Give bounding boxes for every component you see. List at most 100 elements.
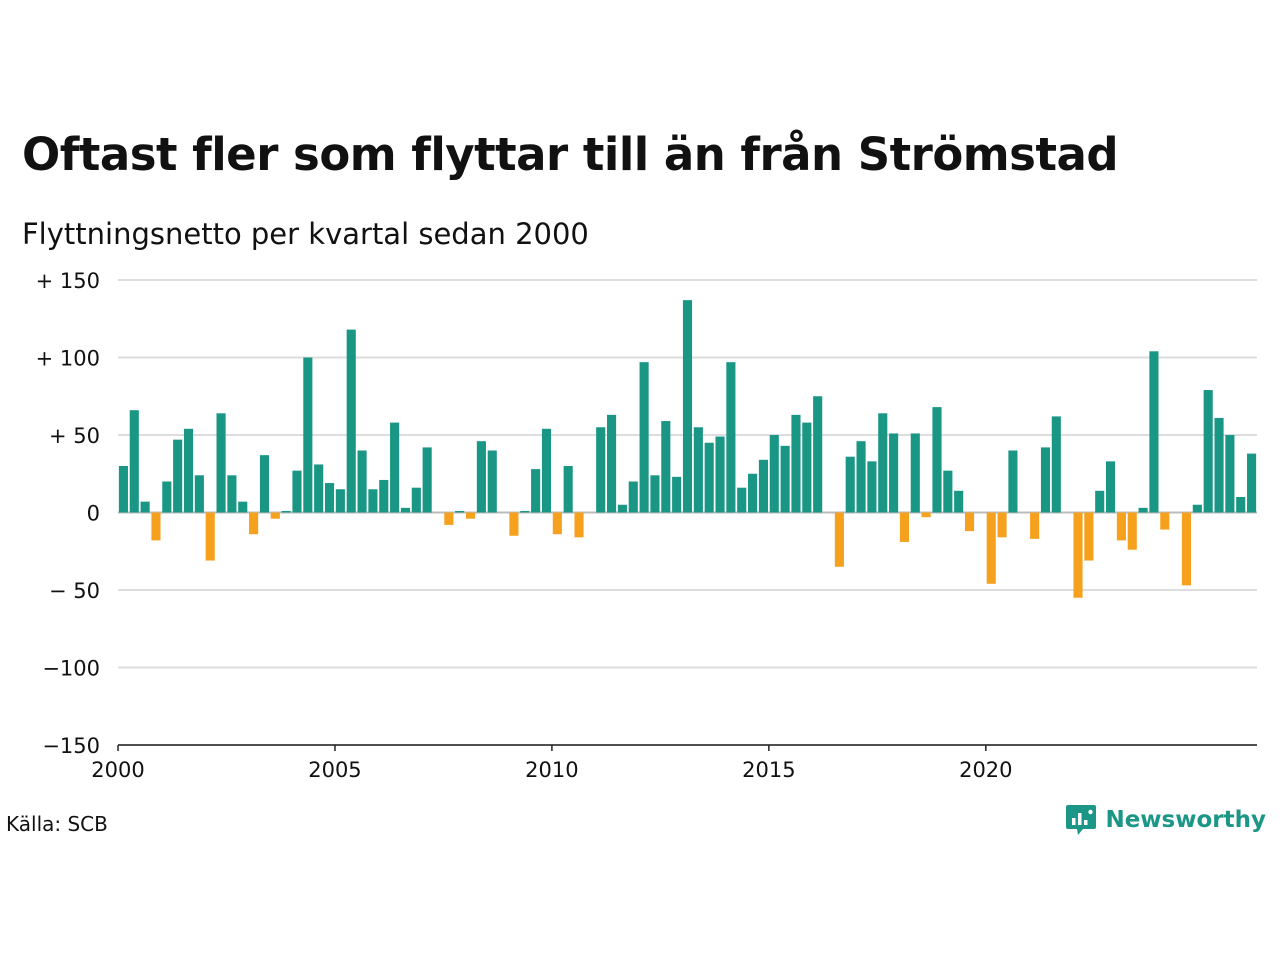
- y-tick-label: 0: [87, 502, 100, 526]
- bar: [292, 470, 302, 513]
- bar: [1203, 390, 1213, 513]
- bar: [943, 470, 953, 513]
- bar: [227, 475, 237, 513]
- x-axis: 2000 2005 2010 2015 2020: [91, 744, 1257, 782]
- bar: [1149, 351, 1159, 513]
- bar: [1008, 450, 1018, 513]
- y-tick-label: + 100: [36, 347, 100, 371]
- y-tick-label: + 50: [49, 424, 100, 448]
- bar: [1127, 512, 1137, 550]
- bar: [910, 433, 920, 513]
- bar: [520, 510, 530, 513]
- bar: [303, 357, 313, 513]
- bar: [726, 362, 736, 513]
- bar: [1225, 435, 1235, 513]
- bars: [118, 300, 1257, 598]
- bar: [368, 489, 378, 513]
- bar: [270, 512, 280, 519]
- bar: [737, 487, 747, 513]
- bar: [574, 512, 584, 538]
- bar: [997, 512, 1007, 538]
- bar: [1138, 507, 1148, 513]
- bar: [422, 447, 432, 513]
- bar: [335, 489, 345, 513]
- bar: [281, 510, 291, 513]
- bar: [954, 490, 964, 513]
- bar: [205, 512, 215, 561]
- bar-chart: + 150 + 100 + 50 0 − 50 −100 −150 2000 2005 2010…: [36, 269, 1257, 782]
- bar: [682, 300, 693, 513]
- bar: [249, 512, 259, 535]
- page-subtitle: Flyttningsnetto per kvartal sedan 2000: [22, 217, 589, 251]
- bar: [531, 469, 541, 513]
- bar: [780, 445, 790, 513]
- bar: [162, 481, 172, 513]
- bar: [672, 476, 682, 513]
- bar: [487, 450, 497, 513]
- bar: [346, 329, 356, 513]
- x-tick-label: 2000: [91, 758, 144, 782]
- bar: [802, 422, 812, 513]
- bar: [856, 441, 866, 513]
- bar: [693, 427, 703, 513]
- bar: [1236, 497, 1246, 513]
- bar: [151, 512, 161, 541]
- bar: [324, 483, 335, 513]
- bar: [1106, 461, 1116, 513]
- bar: [216, 413, 226, 513]
- bar: [1084, 512, 1094, 561]
- x-tick-label: 2005: [308, 758, 361, 782]
- bar: [704, 442, 714, 513]
- bar: [964, 512, 975, 532]
- bar: [1073, 512, 1083, 598]
- bar: [1040, 447, 1051, 513]
- page-title: Oftast fler som flyttar till än från Str…: [22, 128, 1119, 181]
- bar: [1214, 417, 1224, 513]
- bar: [1247, 453, 1257, 513]
- brand-name: Newsworthy: [1105, 807, 1266, 833]
- bar: [617, 504, 627, 513]
- bar: [129, 410, 139, 513]
- bar: [845, 456, 855, 513]
- bar: [607, 414, 617, 513]
- y-tick-label: −100: [42, 657, 100, 681]
- bar: [758, 459, 768, 513]
- brand-logo[interactable]: Newsworthy: [1065, 803, 1266, 837]
- bar: [791, 414, 801, 513]
- bar: [921, 512, 931, 518]
- newsworthy-logo-icon: [1066, 805, 1097, 835]
- bar: [1095, 490, 1105, 513]
- bar: [715, 436, 725, 513]
- x-tick-label: 2015: [742, 758, 795, 782]
- source-label: Källa: SCB: [6, 812, 108, 836]
- y-tick-label: −150: [42, 734, 100, 758]
- bar: [661, 421, 671, 513]
- x-tick-label: 2010: [525, 758, 578, 782]
- bar: [748, 473, 758, 513]
- bar: [1116, 512, 1126, 541]
- bar: [639, 362, 649, 513]
- bar: [238, 501, 248, 513]
- bar: [411, 487, 421, 513]
- bar: [813, 396, 823, 513]
- bar: [357, 450, 367, 513]
- bar: [314, 464, 324, 513]
- bar: [541, 428, 552, 513]
- bar: [596, 427, 606, 513]
- bar: [509, 512, 519, 536]
- x-tick-label: 2020: [959, 758, 1012, 782]
- bar: [140, 501, 150, 513]
- bar: [986, 512, 996, 584]
- bar: [1181, 512, 1192, 586]
- bar: [400, 507, 411, 513]
- bar: [379, 479, 389, 513]
- y-tick-label: + 150: [36, 269, 100, 293]
- bar: [1192, 504, 1202, 513]
- bar: [183, 428, 194, 513]
- bar: [465, 512, 476, 519]
- y-tick-label: − 50: [49, 579, 100, 603]
- y-axis-labels: + 150 + 100 + 50 0 − 50 −100 −150: [36, 269, 100, 758]
- bar: [173, 439, 183, 513]
- bar: [552, 512, 562, 535]
- bar: [889, 433, 899, 513]
